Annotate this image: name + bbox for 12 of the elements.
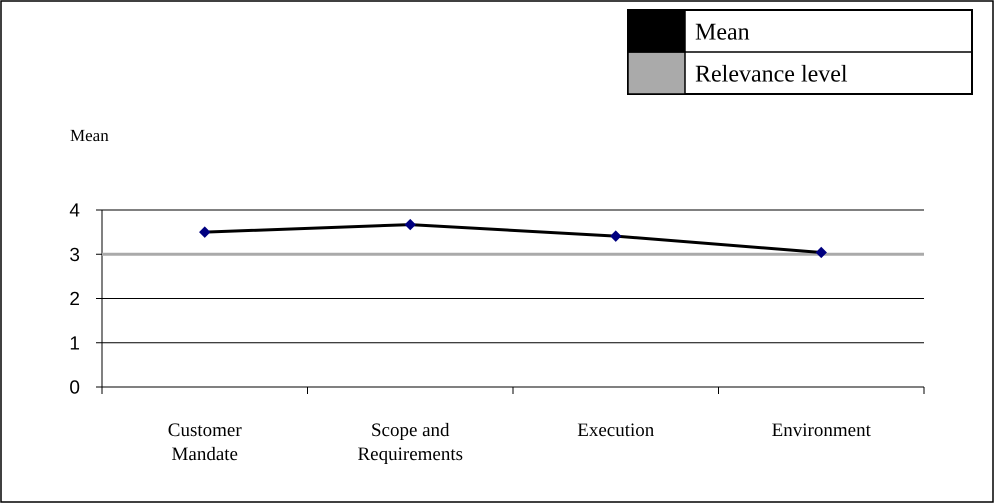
y-tick-label: 4	[69, 200, 80, 222]
y-tick-label: 1	[69, 333, 80, 354]
y-tick-label: 3	[69, 244, 80, 266]
x-tick-label: Environment	[772, 420, 872, 441]
legend-label: Mean	[695, 19, 750, 46]
y-axis-title: Mean	[70, 126, 110, 145]
legend-label: Relevance level	[695, 61, 848, 88]
y-tick-label: 0	[69, 378, 80, 399]
x-tick-label: Execution	[577, 420, 655, 441]
x-tick-label: Customer Mandate	[168, 420, 242, 465]
x-tick-label: Scope and Requirements	[357, 420, 464, 465]
y-tick-label: 2	[69, 289, 80, 310]
